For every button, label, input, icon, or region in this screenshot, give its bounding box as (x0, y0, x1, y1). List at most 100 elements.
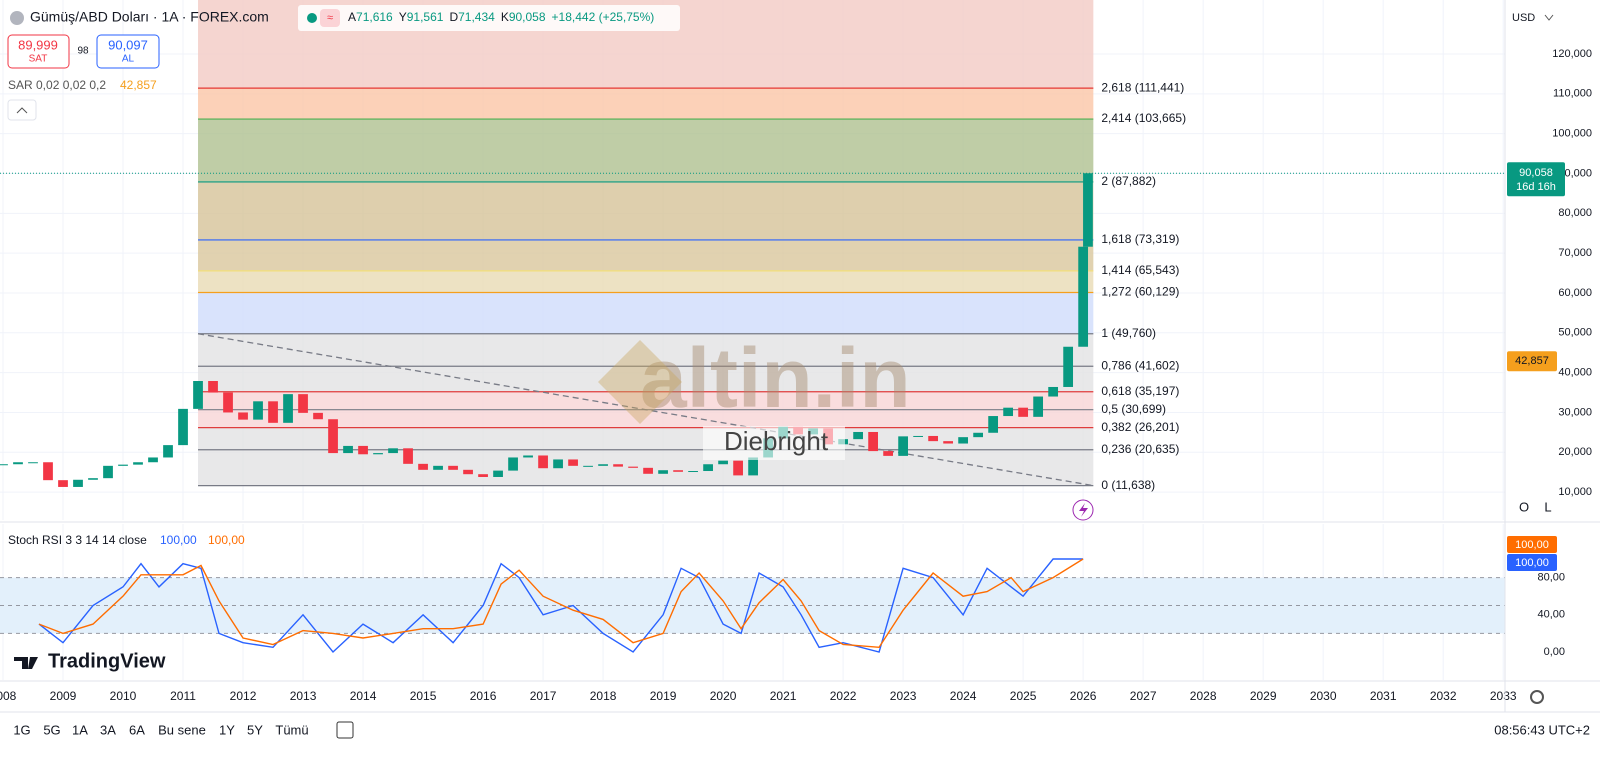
candle (103, 465, 113, 479)
clock: 08:56:43 UTC+2 (1494, 722, 1590, 737)
candle (538, 455, 548, 469)
settings-icon[interactable] (1530, 690, 1544, 704)
ohlc-value: 90,058 (509, 10, 546, 24)
price-badge-label: 90,058 (1519, 167, 1553, 179)
candle (1083, 173, 1093, 247)
x-tick-label: 2023 (890, 689, 917, 703)
candle (988, 416, 999, 433)
fib-label: 0,5 (30,699) (1101, 402, 1166, 416)
ohlc-value: 71,616 (356, 10, 393, 24)
candle (613, 464, 623, 467)
bottom-toolbar: 1G 5G 1A 3A 6A Bu sene 1Y 5Y Tümü 08:56:43 UTC+2 (13, 722, 1590, 737)
scale-button[interactable]: O (1519, 499, 1529, 514)
candle (28, 462, 38, 464)
candle (328, 419, 338, 454)
candle (853, 431, 863, 440)
fib-label: 0,236 (20,635) (1101, 442, 1179, 456)
time-axis: 2008 2009 2010 2011 2012 2013 2014 2015 2016 2017… (0, 689, 1517, 703)
author-box (703, 426, 845, 460)
x-tick-label: 2021 (770, 689, 797, 703)
collapse-button[interactable] (7, 99, 37, 121)
x-tick-label: 2016 (470, 689, 497, 703)
candle (1033, 396, 1044, 417)
candle (688, 471, 698, 473)
fib-band (198, 239, 1094, 271)
watermark: altin.in (640, 331, 911, 425)
y-tick-label: 30,000 (1558, 406, 1592, 418)
x-tick-label: 2017 (530, 689, 557, 703)
y-tick-label: 80,000 (1558, 207, 1592, 219)
range-button[interactable]: Bu sene (158, 722, 206, 737)
candle (958, 437, 969, 444)
stoch-title: Stoch RSI 3 3 14 14 close (8, 533, 147, 547)
candle (883, 451, 893, 456)
candle (268, 401, 278, 423)
range-button[interactable]: 1G (13, 722, 30, 737)
candle (703, 464, 713, 472)
candle (733, 460, 743, 476)
y-tick-label: 40,000 (1558, 367, 1592, 379)
price-badge (1507, 162, 1565, 197)
candle (43, 462, 53, 481)
x-tick-label: 2010 (110, 689, 137, 703)
candle (163, 445, 173, 458)
range-button[interactable]: Tümü (275, 722, 308, 737)
candle (418, 463, 428, 470)
y-tick-label: 50,000 (1558, 327, 1592, 339)
fib-label: 2 (87,882) (1101, 174, 1156, 188)
candle (598, 464, 608, 466)
candle (463, 469, 473, 475)
author: Diebright (724, 426, 829, 456)
candle (643, 467, 653, 474)
fib-band (198, 409, 1094, 428)
logo-icon (14, 657, 38, 669)
range-button[interactable]: 6A (129, 722, 145, 737)
sell-label: SAT (29, 54, 48, 65)
candle (568, 459, 578, 466)
fib-label: 1,272 (60,129) (1101, 285, 1179, 299)
events-glyph (1079, 503, 1088, 517)
x-tick-label: 2012 (230, 689, 257, 703)
fib-band (198, 391, 1094, 410)
y-tick-label: 90,000 (1558, 167, 1592, 179)
y-tick-label: 0,00 (1544, 646, 1565, 658)
buy-price: 90,097 (108, 37, 148, 52)
candle (448, 465, 458, 470)
range-button[interactable]: 1Y (219, 722, 235, 737)
ohlc-key: Y (399, 10, 407, 24)
candle (748, 457, 758, 476)
range-button[interactable]: 1A (72, 722, 88, 737)
buy-button[interactable] (96, 34, 160, 69)
x-tick-label: 2015 (410, 689, 437, 703)
candle (658, 470, 668, 474)
date-range-icon[interactable] (336, 721, 354, 739)
toggle-glyph: ≈ (327, 12, 333, 24)
x-tick-label: 2032 (1430, 689, 1457, 703)
fib-band (198, 88, 1094, 120)
stoch-badge-label: 100,00 (1515, 557, 1549, 569)
candle (253, 401, 263, 420)
sell-button[interactable] (7, 34, 70, 69)
range-button[interactable]: 5Y (247, 722, 263, 737)
symbol-icon (10, 11, 24, 25)
ohlc-values: A71,616 Y91,561 D71,434 K90,058 +18,442 (+25… (348, 10, 654, 24)
ohlc-value: 71,434 (458, 10, 495, 24)
range-button[interactable]: 5G (43, 722, 60, 737)
candle (373, 453, 383, 455)
fib-label: 0,786 (41,602) (1101, 358, 1179, 372)
candle (673, 470, 683, 472)
candle (973, 432, 984, 438)
x-tick-label: 2031 (1370, 689, 1397, 703)
indicator-toggle[interactable] (320, 9, 340, 27)
fib-band (198, 449, 1094, 486)
scale-button[interactable]: L (1544, 499, 1551, 514)
stoch-k-value: 100,00 (160, 533, 197, 547)
range-button[interactable]: 3A (100, 722, 116, 737)
x-tick-label: 2014 (350, 689, 377, 703)
sell-price: 89,999 (18, 37, 58, 52)
symbol-title: Gümüş/ABD Doları · 1A · FOREX.com (30, 9, 269, 25)
ohlc-key: A (348, 10, 356, 24)
stoch-line (38, 558, 1084, 654)
candle (898, 436, 908, 456)
candle (913, 435, 923, 437)
